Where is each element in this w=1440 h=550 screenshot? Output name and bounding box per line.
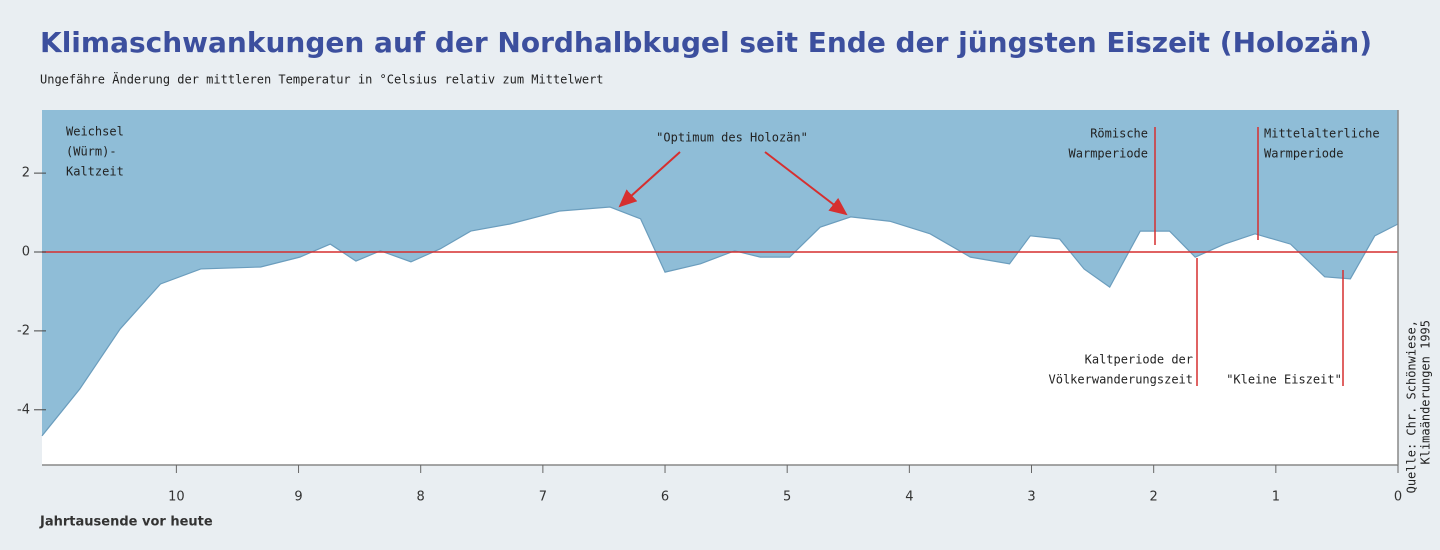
annotation: "Optimum des Holozän" xyxy=(656,131,808,145)
x-tick-label: 4 xyxy=(905,490,913,505)
area-fill xyxy=(42,207,1398,466)
x-tick-label: 2 xyxy=(1150,490,1158,505)
temperature-line xyxy=(41,206,1399,437)
annotation: Kaltzeit xyxy=(66,165,124,179)
annotation: Mittelalterliche xyxy=(1264,127,1380,141)
annotation-arrow xyxy=(764,151,848,216)
y-tick-label: -2 xyxy=(17,323,30,338)
y-tick-label: 0 xyxy=(22,245,30,260)
x-tick-label: 1 xyxy=(1272,490,1280,505)
y-tick-label: -4 xyxy=(17,402,30,417)
chart-title: Klimaschwankungen auf der Nordhalbkugel … xyxy=(40,26,1372,59)
source-note: Klimaänderungen 1995 xyxy=(1419,320,1433,465)
annotation: Warmperiode xyxy=(1264,147,1343,161)
annotation: (Würm)- xyxy=(66,145,117,159)
annotation: "Kleine Eiszeit" xyxy=(1226,373,1342,387)
annotation-arrow xyxy=(618,151,681,208)
y-tick-label: 2 xyxy=(22,166,30,181)
annotation: Kaltperiode der xyxy=(1085,353,1193,367)
x-tick-label: 6 xyxy=(661,490,669,505)
chart-subtitle: Ungefähre Änderung der mittleren Tempera… xyxy=(40,72,604,87)
x-tick-label: 5 xyxy=(783,490,791,505)
annotation: Warmperiode xyxy=(1069,147,1148,161)
x-tick-label: 9 xyxy=(294,490,302,505)
source-note: Quelle: Chr. Schönwiese, xyxy=(1405,320,1419,493)
x-tick-label: 0 xyxy=(1394,490,1402,505)
x-tick-label: 7 xyxy=(539,490,547,505)
x-axis-label: Jahrtausende vor heute xyxy=(39,515,213,530)
annotation: Weichsel xyxy=(66,125,124,139)
x-tick-label: 3 xyxy=(1027,490,1035,505)
x-tick-label: 8 xyxy=(417,490,425,505)
annotation: Völkerwanderungszeit xyxy=(1049,373,1194,387)
annotation: Römische xyxy=(1090,127,1148,141)
x-tick-label: 10 xyxy=(168,490,185,505)
